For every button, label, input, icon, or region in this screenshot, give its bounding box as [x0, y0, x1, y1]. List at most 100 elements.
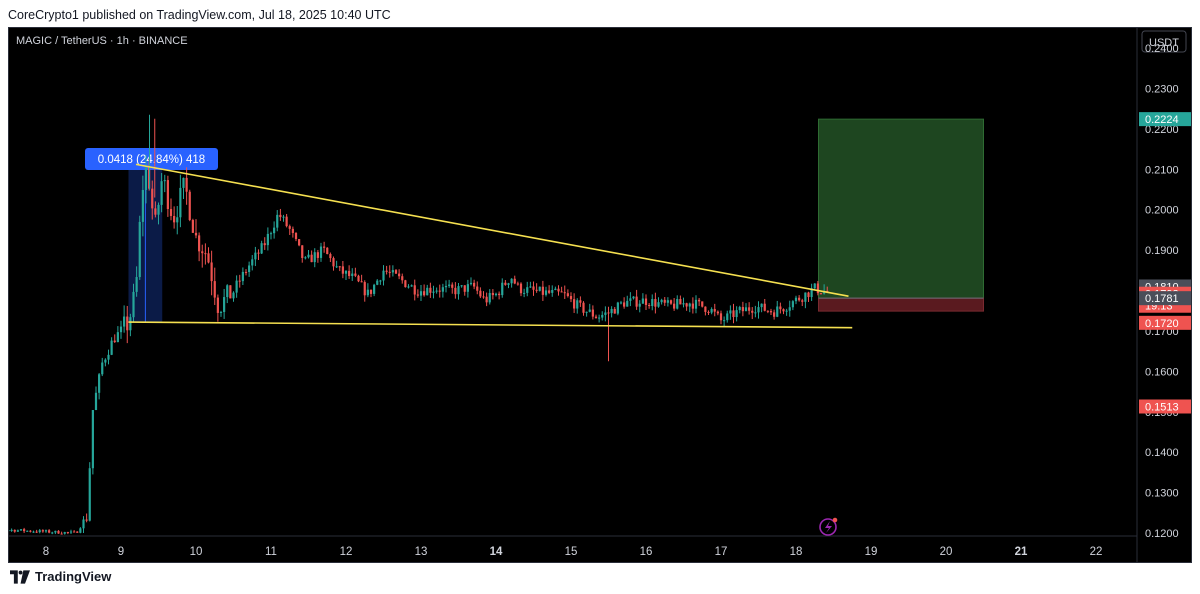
- candle-body: [85, 519, 88, 521]
- candle-body: [244, 271, 248, 273]
- candle-body: [382, 270, 385, 281]
- candle-body: [219, 311, 223, 313]
- candle-body: [582, 302, 585, 313]
- candle-body: [560, 291, 563, 293]
- x-tick-label: 9: [118, 546, 124, 558]
- candle-body: [226, 285, 229, 298]
- candle-body: [248, 265, 251, 273]
- candle-body: [557, 288, 560, 292]
- candle-body: [307, 254, 310, 258]
- candle-body: [648, 304, 651, 306]
- x-tick-label: 20: [940, 546, 953, 558]
- candle-body: [510, 278, 513, 284]
- candle-body: [529, 286, 532, 288]
- candle-body: [16, 530, 19, 532]
- time-axis[interactable]: 8 9 10 11 12 13 14 15 16 17 18 19 20 21 22: [9, 535, 1137, 558]
- candle-body: [329, 254, 332, 259]
- candle-body: [266, 233, 269, 246]
- candle-body: [429, 287, 432, 293]
- candle-body: [685, 303, 688, 307]
- candle-body: [769, 311, 773, 313]
- candle-body: [579, 300, 582, 303]
- candle-body: [354, 273, 357, 276]
- price-label-bg: [1139, 112, 1191, 127]
- candle-body: [223, 297, 226, 312]
- candle-body: [488, 292, 491, 303]
- footer-brand[interactable]: TradingView: [10, 569, 111, 584]
- y-tick-label: 0.1300: [1145, 488, 1179, 500]
- candle-body: [332, 258, 335, 267]
- candle-body: [76, 531, 79, 533]
- candle-body: [285, 216, 288, 227]
- candle-body: [601, 314, 604, 318]
- candle-body: [585, 311, 588, 313]
- candle-body: [229, 285, 232, 299]
- candle-body: [291, 228, 294, 233]
- candle-body: [660, 299, 663, 303]
- candle-body: [57, 530, 60, 534]
- candle-body: [391, 270, 394, 273]
- position-zones[interactable]: [818, 118, 984, 312]
- measure-box[interactable]: 0.0418 (24.84%) 418: [85, 148, 218, 322]
- candle-body: [613, 308, 616, 314]
- published-line: CoreCrypto1 published on TradingView.com…: [8, 8, 391, 22]
- candle-body: [348, 270, 351, 277]
- descending-trendline: [135, 163, 849, 297]
- candle-body: [107, 354, 110, 360]
- candle-body: [494, 293, 498, 296]
- alert-icon[interactable]: [819, 517, 838, 536]
- candle-body: [666, 300, 669, 303]
- candle-body: [516, 283, 519, 285]
- price-label-bg: [1139, 315, 1191, 330]
- candle-body: [441, 287, 444, 292]
- y-tick-label: 0.2200: [1145, 124, 1179, 136]
- candle-body: [598, 317, 601, 319]
- candle-body: [51, 532, 54, 534]
- candle-body: [804, 292, 807, 302]
- price-label-bg: [1139, 291, 1191, 306]
- candle-body: [435, 290, 438, 292]
- x-tick-label: 17: [715, 546, 728, 558]
- candle-body: [48, 530, 51, 533]
- price-label: 0.2224: [1145, 114, 1179, 126]
- candle-body: [282, 216, 285, 218]
- candle-body: [482, 296, 485, 298]
- candle-body: [604, 312, 607, 315]
- candle-body: [688, 303, 691, 307]
- candle-body: [9, 530, 10, 532]
- candle-body: [138, 221, 141, 278]
- y-tick-label: 0.2300: [1145, 83, 1179, 95]
- candle-body: [388, 271, 391, 273]
- candle-body: [410, 285, 413, 287]
- candle-body: [241, 271, 244, 282]
- chart-panel[interactable]: 0.0418 (24.84%) 418 USDT 0.2400 0.2300 0.22…: [8, 27, 1192, 563]
- candle-body: [419, 291, 423, 296]
- candle-body: [273, 227, 276, 234]
- candle-body: [704, 306, 707, 312]
- candle-body: [94, 392, 98, 411]
- candle-body: [663, 299, 666, 303]
- trendlines[interactable]: [128, 163, 853, 329]
- candle-body: [113, 340, 116, 343]
- candle-body: [35, 531, 38, 533]
- candle-body: [748, 307, 751, 311]
- candle-body: [344, 270, 348, 274]
- candle-body: [63, 532, 66, 534]
- candle-body: [379, 280, 382, 282]
- candle-body: [791, 301, 794, 308]
- y-tick-label: 0.2100: [1145, 164, 1179, 176]
- candle-body: [641, 298, 644, 304]
- candle-body: [794, 297, 798, 302]
- candle-body: [691, 303, 694, 309]
- candle-body: [204, 253, 207, 255]
- candle-body: [398, 273, 401, 277]
- x-tick-label: 13: [415, 546, 428, 558]
- candle-body: [807, 292, 810, 298]
- x-tick-label: 8: [43, 546, 49, 558]
- candle-body: [632, 296, 635, 299]
- candle-body: [179, 187, 182, 218]
- candle-body: [44, 530, 48, 532]
- y-tick-label: 0.1900: [1145, 245, 1179, 257]
